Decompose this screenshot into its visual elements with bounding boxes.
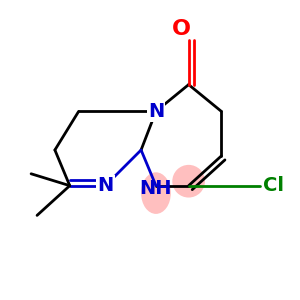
Circle shape xyxy=(172,165,205,198)
Text: N: N xyxy=(148,102,164,121)
Text: NH: NH xyxy=(140,179,172,198)
Text: N: N xyxy=(97,176,113,195)
Text: O: O xyxy=(172,19,191,38)
Ellipse shape xyxy=(141,172,171,214)
Text: Cl: Cl xyxy=(263,176,284,195)
